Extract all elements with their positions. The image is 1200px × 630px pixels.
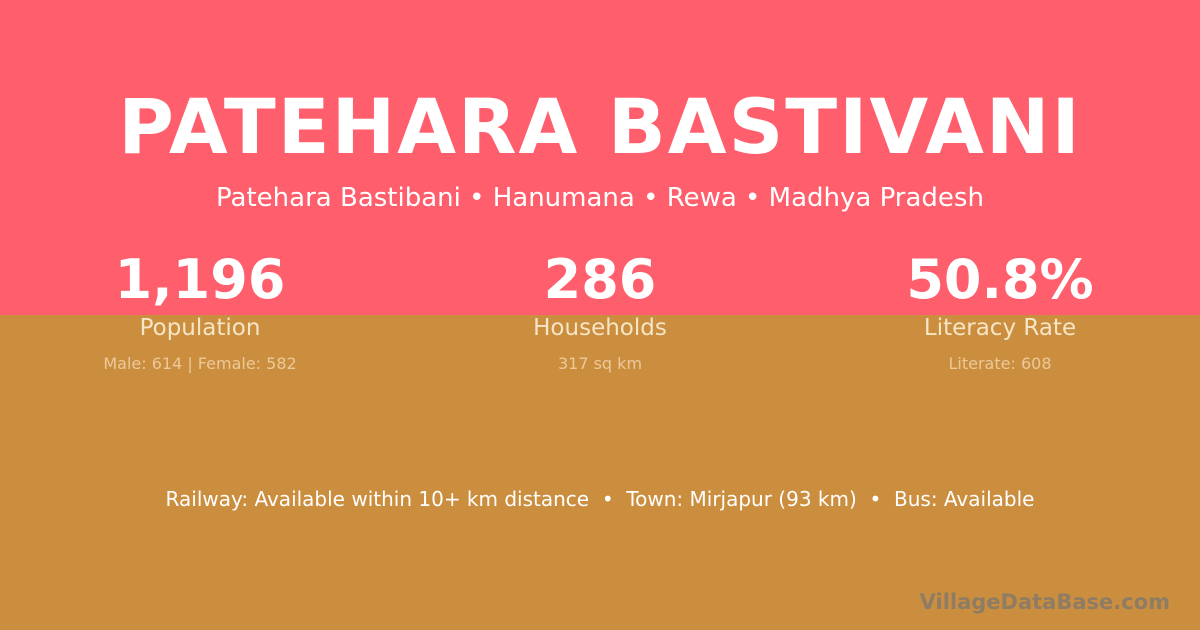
stat-label: Households xyxy=(533,315,667,341)
stat-detail: Male: 614 | Female: 582 xyxy=(103,354,297,373)
stat-value: 286 xyxy=(543,248,657,311)
stat-label: Population xyxy=(139,315,261,341)
stat-label: Literacy Rate xyxy=(923,315,1077,341)
stat-detail: Literate: 608 xyxy=(948,354,1052,373)
brand-watermark: VillageDataBase.com xyxy=(919,590,1170,614)
location-breadcrumb: Patehara Bastibani • Hanumana • Rewa • M… xyxy=(216,183,984,213)
stat-detail: 317 sq km xyxy=(557,354,643,373)
village-title: PATEHARA BASTIVANI xyxy=(118,82,1082,171)
stat-value: 1,196 xyxy=(114,248,286,311)
connectivity-info: Railway: Available within 10+ km distanc… xyxy=(165,487,1035,511)
body-band xyxy=(0,315,1200,630)
header-band xyxy=(0,0,1200,315)
stat-value: 50.8% xyxy=(906,248,1094,311)
